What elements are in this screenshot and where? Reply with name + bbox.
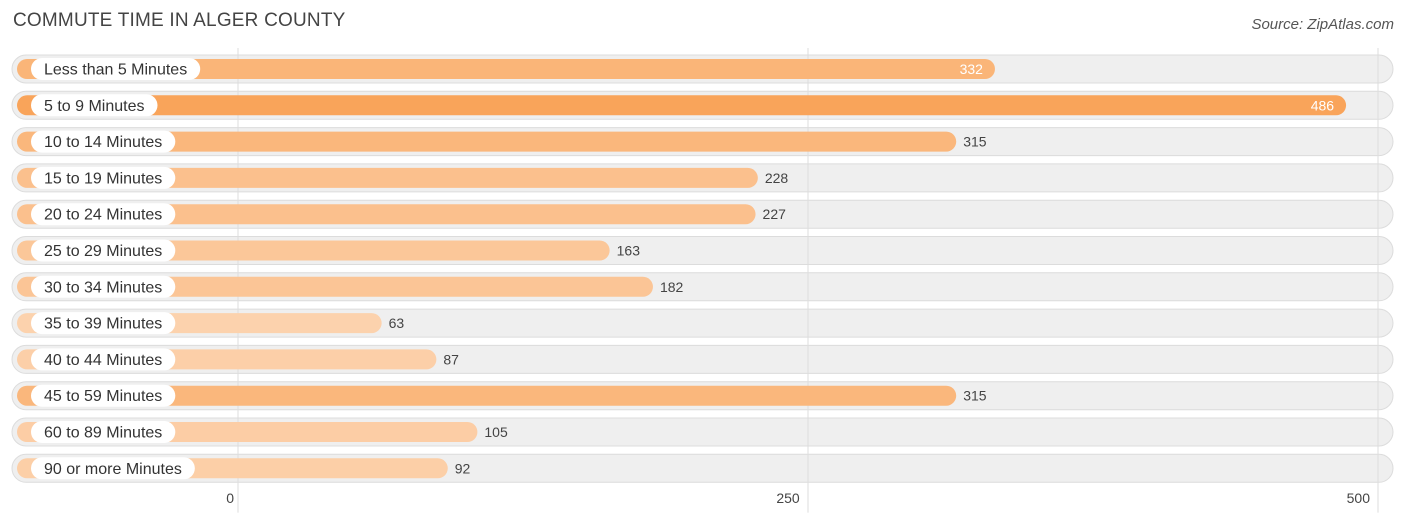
value-label: 332 [960, 61, 984, 77]
bar [17, 167, 758, 188]
category-pill [31, 348, 176, 371]
bar [17, 385, 957, 406]
bar [17, 204, 756, 225]
category-pill [31, 166, 176, 189]
chart-title: COMMUTE TIME IN ALGER COUNTY [13, 10, 346, 31]
value-label: 92 [455, 460, 471, 476]
bar [17, 95, 1347, 116]
category-pill [31, 457, 195, 480]
category-pill [31, 312, 176, 335]
category-label: 90 or more Minutes [44, 461, 182, 478]
category-label: 30 to 34 Minutes [44, 279, 162, 296]
x-tick-label: 500 [1347, 490, 1371, 506]
category-label: 45 to 59 Minutes [44, 388, 162, 405]
category-label: 35 to 39 Minutes [44, 316, 162, 333]
value-label: 87 [443, 351, 459, 367]
category-label: 20 to 24 Minutes [44, 207, 162, 224]
category-pill [31, 384, 176, 407]
value-label: 486 [1311, 97, 1335, 113]
value-label: 105 [484, 424, 508, 440]
category-pill [31, 421, 176, 443]
value-label: 163 [617, 243, 641, 259]
category-pill [31, 130, 176, 153]
category-pill [31, 239, 176, 262]
bar [17, 131, 957, 152]
source-note: Source: ZipAtlas.com [1251, 16, 1394, 33]
value-label: 315 [963, 388, 987, 404]
value-label: 315 [963, 134, 987, 150]
category-label: 40 to 44 Minutes [44, 352, 162, 369]
category-label: 15 to 19 Minutes [44, 170, 162, 187]
category-label: 60 to 89 Minutes [44, 425, 162, 442]
bar [17, 276, 653, 297]
bar [17, 59, 995, 79]
value-label: 63 [389, 315, 405, 331]
category-label: 10 to 14 Minutes [44, 134, 162, 151]
value-label: 182 [660, 279, 684, 295]
category-pill [31, 94, 158, 117]
value-label: 227 [763, 206, 787, 222]
category-pill [31, 203, 176, 226]
category-pill [31, 275, 176, 298]
category-pill [31, 58, 201, 80]
x-tick-label: 0 [226, 490, 234, 506]
category-label: Less than 5 Minutes [44, 62, 187, 79]
category-label: 25 to 29 Minutes [44, 243, 162, 260]
category-label: 5 to 9 Minutes [44, 98, 145, 115]
x-tick-label: 250 [776, 490, 800, 506]
value-label: 228 [765, 170, 789, 186]
